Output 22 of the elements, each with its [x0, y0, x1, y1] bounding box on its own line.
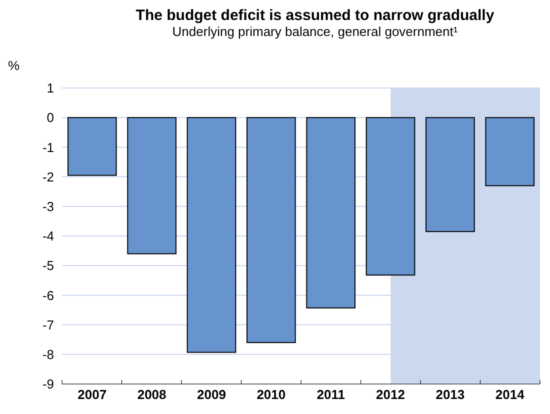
y-tick-label: 1: [46, 80, 54, 96]
x-tick-label: 2011: [316, 387, 345, 402]
y-tick-label: -6: [42, 288, 54, 303]
y-tick-label: -9: [42, 376, 54, 392]
y-tick-label: -4: [42, 228, 54, 244]
chart-title: The budget deficit is assumed to narrow gradually: [136, 7, 495, 24]
y-tick-label: -7: [42, 317, 54, 332]
y-axis-title: %: [8, 58, 20, 73]
x-tick-label: 2012: [376, 387, 405, 402]
y-tick-label: -1: [42, 140, 54, 155]
x-tick-label: 2009: [197, 387, 226, 402]
x-tick-label: 2013: [436, 387, 465, 402]
y-tick-label: 0: [46, 110, 54, 126]
chart-subtitle: Underlying primary balance, general government¹: [172, 24, 458, 39]
y-tick-label: -3: [42, 198, 54, 214]
y-tick-label: -2: [42, 169, 54, 184]
y-tick-label: -8: [42, 346, 54, 362]
x-tick-label: 2014: [495, 387, 526, 402]
y-tick-label: -5: [42, 258, 54, 274]
x-tick-label: 2008: [137, 387, 166, 402]
x-tick-label: 2007: [78, 387, 107, 402]
x-tick-label: 2010: [256, 387, 286, 402]
